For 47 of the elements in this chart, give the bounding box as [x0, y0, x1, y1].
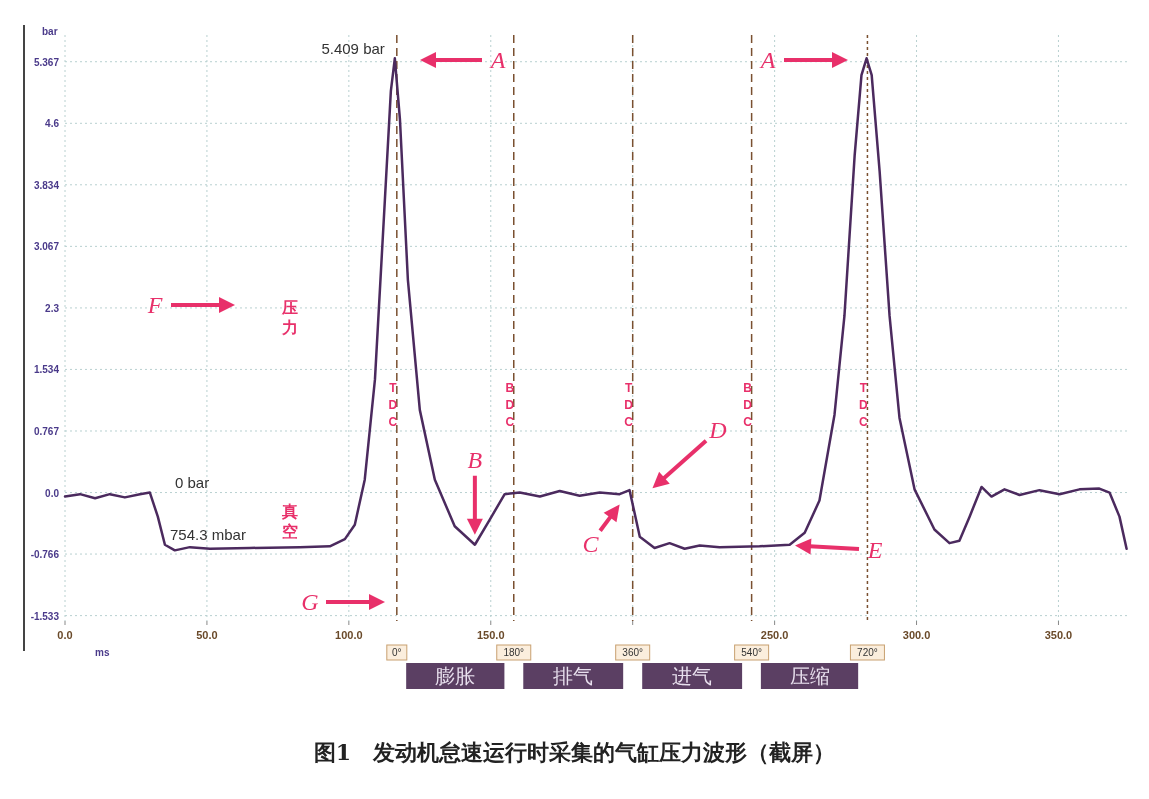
text: 进气	[672, 664, 713, 688]
text: 180°	[503, 647, 525, 658]
text: 720°	[857, 647, 878, 658]
annotation: F	[146, 292, 163, 318]
annotation: G	[301, 589, 319, 615]
x-tick-label: 150.0	[477, 629, 505, 641]
caption: 图1 发动机怠速运行时采集的气缸压力波形（截屏）	[313, 739, 836, 765]
annotation: TDC	[388, 381, 398, 430]
text: 0°	[392, 647, 402, 658]
annotation: A	[758, 47, 776, 73]
annotation: C	[582, 530, 600, 557]
y-tick-label: -1.533	[30, 610, 60, 622]
x-tick-label: 50.0	[196, 629, 218, 641]
x-tick-label: 0.0	[57, 629, 73, 641]
annotation: E	[866, 537, 883, 563]
text: 排气	[553, 664, 594, 688]
annotation: B	[467, 446, 483, 473]
y-tick-label: 3.067	[33, 241, 60, 253]
annotation: BDC	[743, 381, 753, 430]
annotation: TDC	[624, 381, 634, 430]
text: 膨胀	[435, 664, 476, 688]
y-axis-title: bar	[42, 26, 58, 37]
text: 540°	[741, 647, 762, 658]
annotation: 真空	[281, 502, 298, 541]
x-axis-title: ms	[95, 647, 110, 658]
annotation: 754.3 mbar	[170, 526, 246, 543]
text: 压缩	[789, 664, 830, 688]
annotation: 0 bar	[175, 474, 210, 491]
annotation: TDC	[859, 381, 869, 430]
y-tick-label: 5.367	[33, 56, 60, 68]
y-tick-label: 3.834	[33, 179, 60, 191]
y-tick-label: -0.766	[30, 549, 60, 561]
y-tick-label: 1.534	[33, 364, 60, 376]
y-tick-label: 4.6	[45, 118, 60, 130]
text: 360°	[622, 647, 644, 658]
annotation: D	[708, 417, 727, 443]
annotation: A	[488, 47, 506, 73]
annotation: 压力	[281, 298, 298, 337]
annotation: BDC	[505, 381, 515, 430]
x-tick-label: 250.0	[760, 629, 789, 641]
x-tick-label: 100.0	[335, 629, 363, 641]
y-tick-label: 0.767	[33, 425, 60, 437]
x-tick-label: 300.0	[902, 629, 931, 641]
y-tick-label: 0.0	[45, 487, 60, 499]
annotation: 5.409 bar	[321, 40, 385, 58]
y-tick-label: 2.3	[45, 302, 60, 314]
x-tick-label: 350.0	[1044, 629, 1073, 641]
